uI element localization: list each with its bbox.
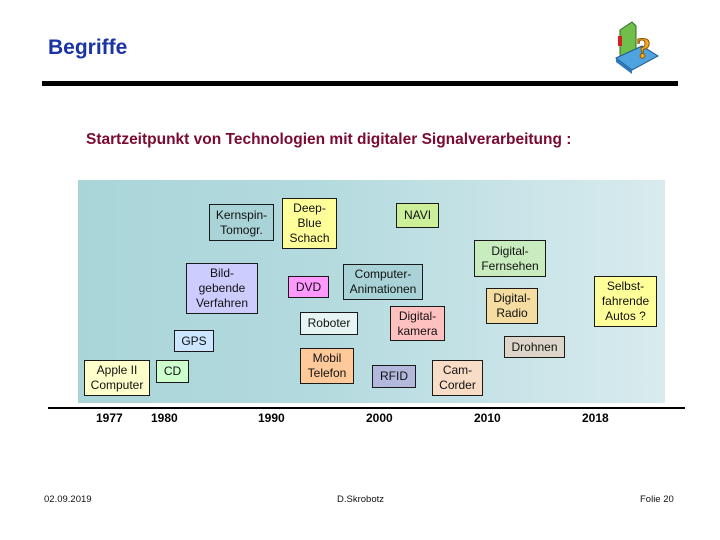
box-camcorder: Cam- Corder — [432, 360, 483, 396]
year-2018: 2018 — [582, 411, 609, 425]
box-digitalkamera: Digital- kamera — [390, 306, 445, 341]
header-divider — [42, 81, 678, 86]
footer-slide-number: Folie 20 — [640, 494, 674, 505]
box-kernspin: Kernspin- Tomogr. — [209, 204, 274, 241]
box-digital-radio: Digital- Radio — [486, 288, 538, 324]
box-gps: GPS — [174, 330, 214, 352]
box-computer-animationen: Computer- Animationen — [343, 264, 423, 300]
year-2000: 2000 — [366, 411, 393, 425]
box-rfid: RFID — [372, 365, 416, 388]
footer-date: 02.09.2019 — [44, 494, 92, 505]
box-dvd: DVD — [288, 276, 329, 298]
box-drohnen: Drohnen — [504, 336, 565, 358]
box-deep-blue: Deep- Blue Schach — [282, 198, 337, 249]
year-1980: 1980 — [151, 411, 178, 425]
box-selbstfahrende-autos: Selbst- fahrende Autos ? — [594, 276, 657, 327]
year-1977: 1977 — [96, 411, 123, 425]
box-cd: CD — [156, 360, 189, 383]
timeline-axis — [48, 407, 685, 409]
slide-title: Begriffe — [48, 36, 128, 59]
footer-author: D.Skrobotz — [337, 494, 384, 505]
subtitle: Startzeitpunkt von Technologien mit digi… — [86, 131, 572, 148]
box-mobil-telefon: Mobil Telefon — [300, 348, 354, 384]
box-navi: NAVI — [396, 203, 439, 228]
year-1990: 1990 — [258, 411, 285, 425]
book-question-icon: ? — [615, 21, 659, 74]
box-roboter: Roboter — [300, 312, 358, 335]
svg-text:?: ? — [636, 32, 651, 65]
year-2010: 2010 — [474, 411, 501, 425]
box-bildgebende-verfahren: Bild- gebende Verfahren — [186, 263, 258, 314]
box-digital-fernsehen: Digital- Fernsehen — [474, 240, 546, 277]
box-apple-ii: Apple II Computer — [84, 360, 150, 396]
